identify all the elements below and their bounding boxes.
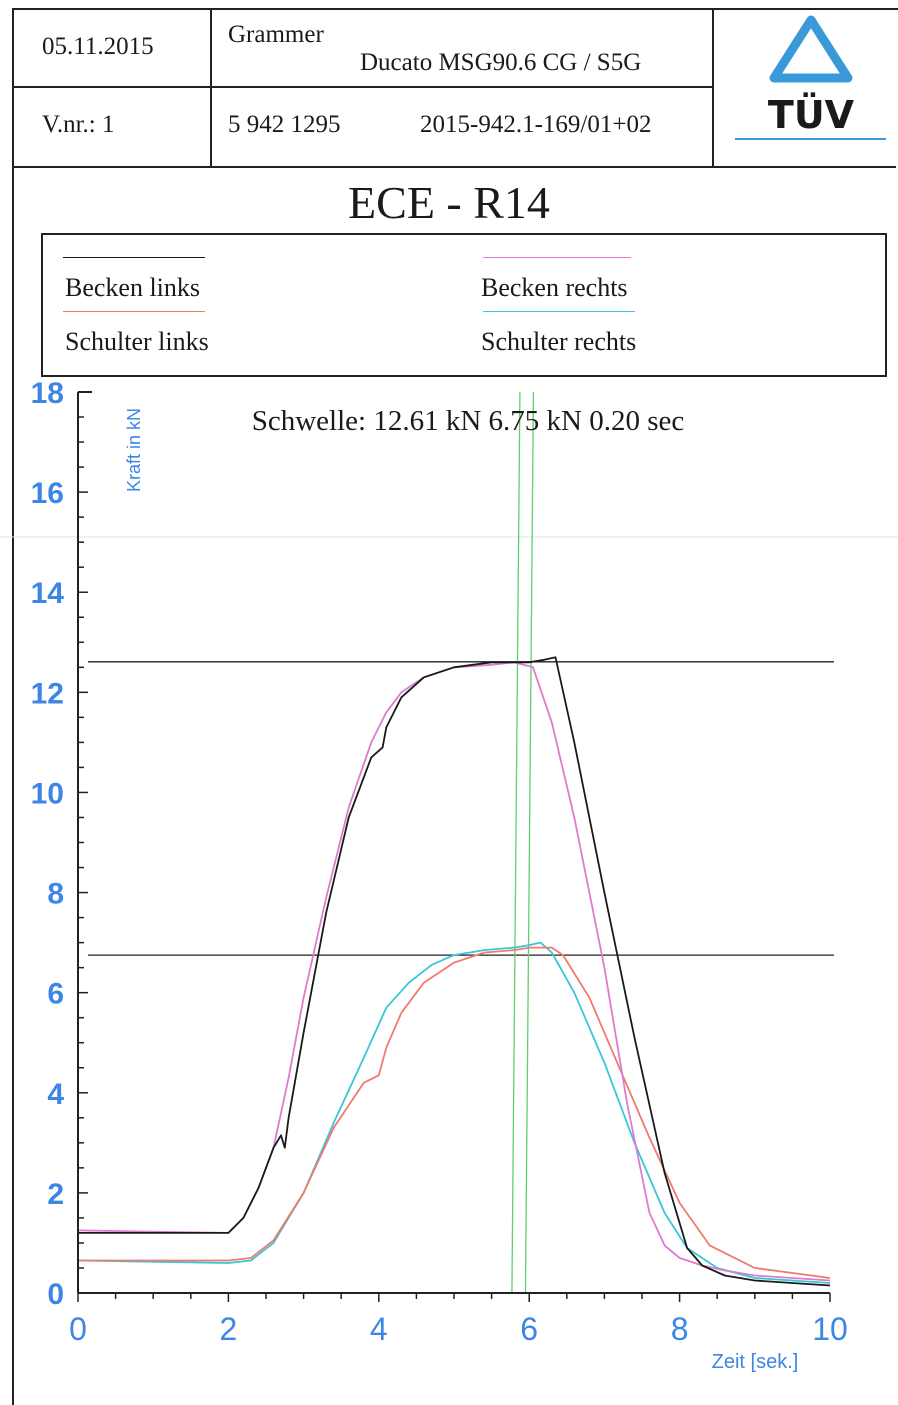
legend-label-becken-links: Becken links (65, 273, 201, 302)
x-tick-label: 4 (370, 1311, 388, 1347)
x-axis-label: Zeit [sek.] (712, 1351, 799, 1373)
y-tick-label: 8 (47, 878, 64, 911)
threshold-annotation: Schwelle: 12.61 kN 6.75 kN 0.20 sec (252, 405, 685, 437)
header-col-divider-1 (210, 8, 212, 168)
y-tick-label: 16 (31, 477, 64, 510)
legend-label-becken-rechts: Becken rechts (481, 273, 628, 302)
legend-label-schulter-rechts: Schulter rechts (481, 327, 637, 356)
chart-legend: Becken links Becken rechts Schulter link… (41, 233, 887, 377)
legend-swatch-schulter-rechts (483, 311, 635, 312)
y-tick-label: 0 (47, 1278, 64, 1311)
y-tick-label: 2 (47, 1178, 64, 1211)
tuv-triangle-icon (769, 15, 853, 83)
company-name: Grammer (228, 21, 324, 48)
x-tick-label: 10 (812, 1311, 848, 1347)
legend-swatch-schulter-links (63, 311, 205, 312)
y-tick-label: 4 (47, 1078, 64, 1111)
product-name: Ducato MSG90.6 CG / S5G (360, 49, 642, 76)
y-tick-label: 12 (31, 677, 64, 710)
series-line-becken-links (78, 656, 831, 1287)
y-tick-label: 14 (31, 577, 65, 610)
tuv-logo: TÜV (735, 15, 886, 140)
x-tick-label: 8 (671, 1311, 689, 1347)
y-tick-label: 10 (31, 777, 64, 810)
report-sheet (12, 8, 898, 1405)
legend-label-schulter-links: Schulter links (65, 327, 209, 356)
force-time-chart: 0 2 4 6 8 10 12 14 16 18 0 2 4 6 8 10 Schwelle: 12.61 k… (0, 377, 898, 1373)
header-col-divider-2 (712, 8, 714, 168)
x-tick-label: 6 (520, 1311, 538, 1347)
series-line-becken-rechts (77, 661, 831, 1282)
version-number: V.nr.: 1 (42, 111, 115, 138)
y-axis-label: Kraft in kN (124, 408, 144, 492)
y-tick-label: 18 (31, 377, 64, 410)
part-number: 5 942 1295 (228, 111, 341, 138)
legend-swatch-becken-links (63, 257, 205, 258)
chart-title: ECE - R14 (348, 177, 550, 228)
report-date: 05.11.2015 (42, 33, 154, 60)
tuv-logo-text: TÜV (768, 93, 855, 137)
x-tick-label: 2 (220, 1311, 238, 1347)
time-marker-line (511, 391, 521, 1294)
x-tick-label: 0 (69, 1311, 87, 1347)
legend-swatch-becken-rechts (483, 257, 631, 258)
report-number: 2015-942.1-169/01+02 (420, 111, 652, 138)
header-row-divider (12, 86, 712, 88)
time-marker-line (524, 391, 535, 1294)
header-bottom-border (12, 166, 896, 168)
series-line-schulter-links (78, 946, 831, 1279)
y-tick-label: 6 (47, 978, 64, 1011)
